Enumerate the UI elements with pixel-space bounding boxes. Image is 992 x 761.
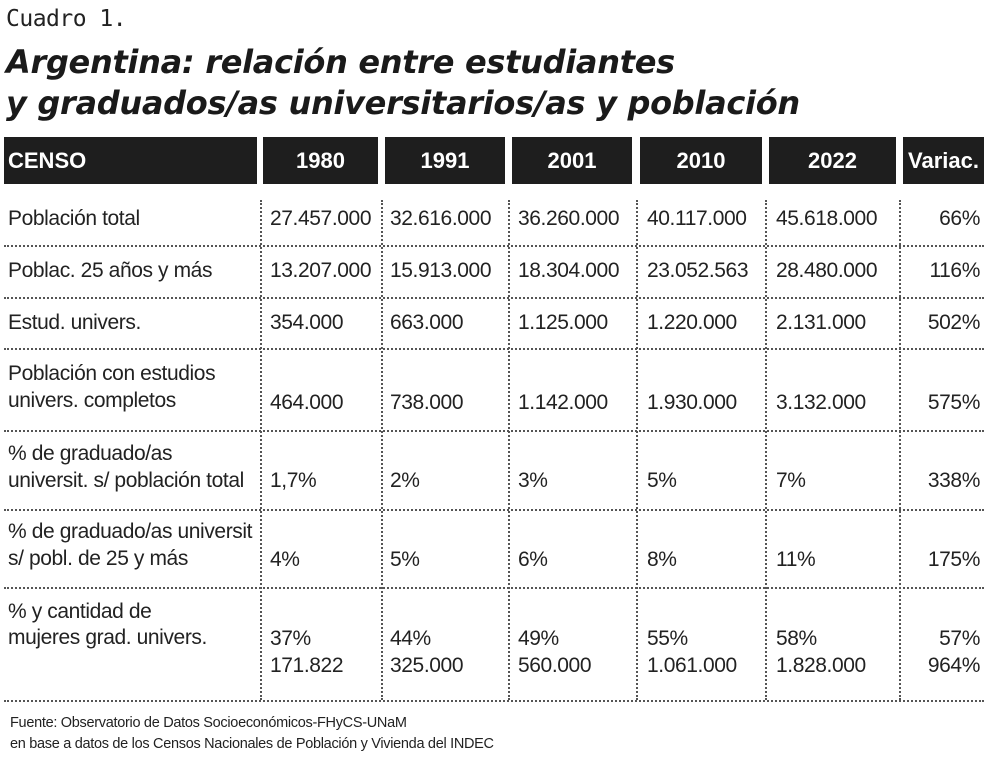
title-line-1: Argentina: relación entre estudiantes xyxy=(6,43,675,81)
cell-1991: 738.000 xyxy=(390,391,464,414)
cell-2001: 1.142.000 xyxy=(518,391,608,414)
cell-variac: 575% xyxy=(927,391,981,414)
row-label-line-2: mujeres grad. univers. xyxy=(8,626,207,649)
header-variac: Variac. xyxy=(903,137,984,184)
header-1991-label: 1991 xyxy=(420,147,470,173)
row-label-line-2: univers. completos xyxy=(8,389,176,412)
cell-2022: 7% xyxy=(776,469,806,492)
cell-2022: 11% xyxy=(776,548,816,571)
column-divider xyxy=(899,200,901,700)
cell-2010: 1.930.000 xyxy=(647,391,737,414)
header-2001: 2001 xyxy=(512,137,632,184)
cell-1980: 1,7% xyxy=(270,469,317,492)
header-variac-label: Variac. xyxy=(908,147,979,173)
header-censo-label: CENSO xyxy=(8,147,87,173)
row-divider xyxy=(4,245,984,247)
column-divider xyxy=(636,200,638,700)
cell-2010: 40.117.000 xyxy=(647,207,747,230)
caption-label: Cuadro 1. xyxy=(6,6,127,32)
cell-1991: 15.913.000 xyxy=(390,259,492,282)
cell-2001-pct: 49% xyxy=(518,627,559,650)
cell-2001: 36.260.000 xyxy=(518,207,620,230)
row-divider xyxy=(4,430,984,432)
cell-1980: 27.457.000 xyxy=(270,207,372,230)
cell-2001: 6% xyxy=(518,548,548,571)
table-title: Argentina: relación entre estudiantes y … xyxy=(6,42,800,124)
column-divider xyxy=(765,200,767,700)
row-label-line-2: s/ pobl. de 25 y más xyxy=(8,547,188,570)
cell-1980-pct: 37% xyxy=(270,627,311,650)
cell-variac: 116% xyxy=(929,259,980,282)
row-divider xyxy=(4,297,984,299)
cell-1991-count: 325.000 xyxy=(390,654,464,677)
row-label-line-1: % y cantidad de xyxy=(8,600,152,623)
cell-1980: 354.000 xyxy=(270,311,344,334)
row-label-line-1: % de graduado/as universit xyxy=(8,520,253,543)
cell-2010: 5% xyxy=(647,469,677,492)
row-divider xyxy=(4,587,984,589)
cell-variac-count: 964% xyxy=(927,654,981,677)
cell-2022-pct: 58% xyxy=(776,627,817,650)
column-divider xyxy=(508,200,510,700)
header-1980-label: 1980 xyxy=(296,147,345,173)
header-censo: CENSO xyxy=(4,137,257,184)
cell-2010: 1.220.000 xyxy=(647,311,737,334)
row-divider xyxy=(4,348,984,350)
cell-variac: 66% xyxy=(939,207,980,230)
cell-variac: 338% xyxy=(927,469,981,492)
cell-2010-count: 1.061.000 xyxy=(647,654,737,677)
header-2001-label: 2001 xyxy=(547,147,597,173)
cell-1980: 4% xyxy=(270,548,300,571)
cell-variac-pct: 57% xyxy=(939,627,980,650)
row-label-line-1: % de graduado/as xyxy=(8,442,173,465)
cell-2001: 1.125.000 xyxy=(518,311,608,334)
cell-2010: 23.052.563 xyxy=(647,259,749,282)
cell-variac: 502% xyxy=(927,311,981,334)
cell-2022: 3.132.000 xyxy=(776,391,866,414)
cell-2001-count: 560.000 xyxy=(518,654,592,677)
cell-2022: 2.131.000 xyxy=(776,311,866,334)
header-2022-label: 2022 xyxy=(808,147,857,173)
cell-1991: 32.616.000 xyxy=(390,207,492,230)
row-label: Población total xyxy=(8,207,140,230)
cell-1991: 663.000 xyxy=(390,311,464,334)
header-2010-label: 2010 xyxy=(676,147,726,173)
row-label: Estud. univers. xyxy=(8,311,141,334)
source-line-2: en base a datos de los Censos Nacionales… xyxy=(10,736,494,752)
header-1991: 1991 xyxy=(385,137,505,184)
cell-2022: 28.480.000 xyxy=(776,259,878,282)
source-note: Fuente: Observatorio de Datos Socioeconó… xyxy=(10,713,494,755)
title-line-2: y graduados/as universitarios/as y pobla… xyxy=(6,84,800,122)
row-label-line-1: Población con estudios xyxy=(8,362,216,385)
cell-2022: 45.618.000 xyxy=(776,207,878,230)
cell-1980: 464.000 xyxy=(270,391,344,414)
cell-2010: 8% xyxy=(647,548,677,571)
row-label: Poblac. 25 años y más xyxy=(8,259,213,282)
cell-variac: 175% xyxy=(927,548,981,571)
cell-1980: 13.207.000 xyxy=(270,259,372,282)
row-label-line-2: universit. s/ población total xyxy=(8,469,244,492)
cell-1991: 5% xyxy=(390,548,420,571)
cell-2001: 3% xyxy=(518,469,548,492)
cell-2010-pct: 55% xyxy=(647,627,688,650)
column-divider xyxy=(381,200,383,700)
cell-2001: 18.304.000 xyxy=(518,259,620,282)
row-divider xyxy=(4,700,984,702)
header-2010: 2010 xyxy=(640,137,762,184)
source-line-1: Fuente: Observatorio de Datos Socioeconó… xyxy=(10,715,407,731)
cell-1991: 2% xyxy=(390,469,420,492)
row-divider xyxy=(4,509,984,511)
cell-2022-count: 1.828.000 xyxy=(776,654,866,677)
header-1980: 1980 xyxy=(263,137,378,184)
column-divider xyxy=(260,200,262,700)
header-2022: 2022 xyxy=(769,137,896,184)
cell-1980-count: 171.822 xyxy=(270,654,344,677)
cell-1991-pct: 44% xyxy=(390,627,431,650)
